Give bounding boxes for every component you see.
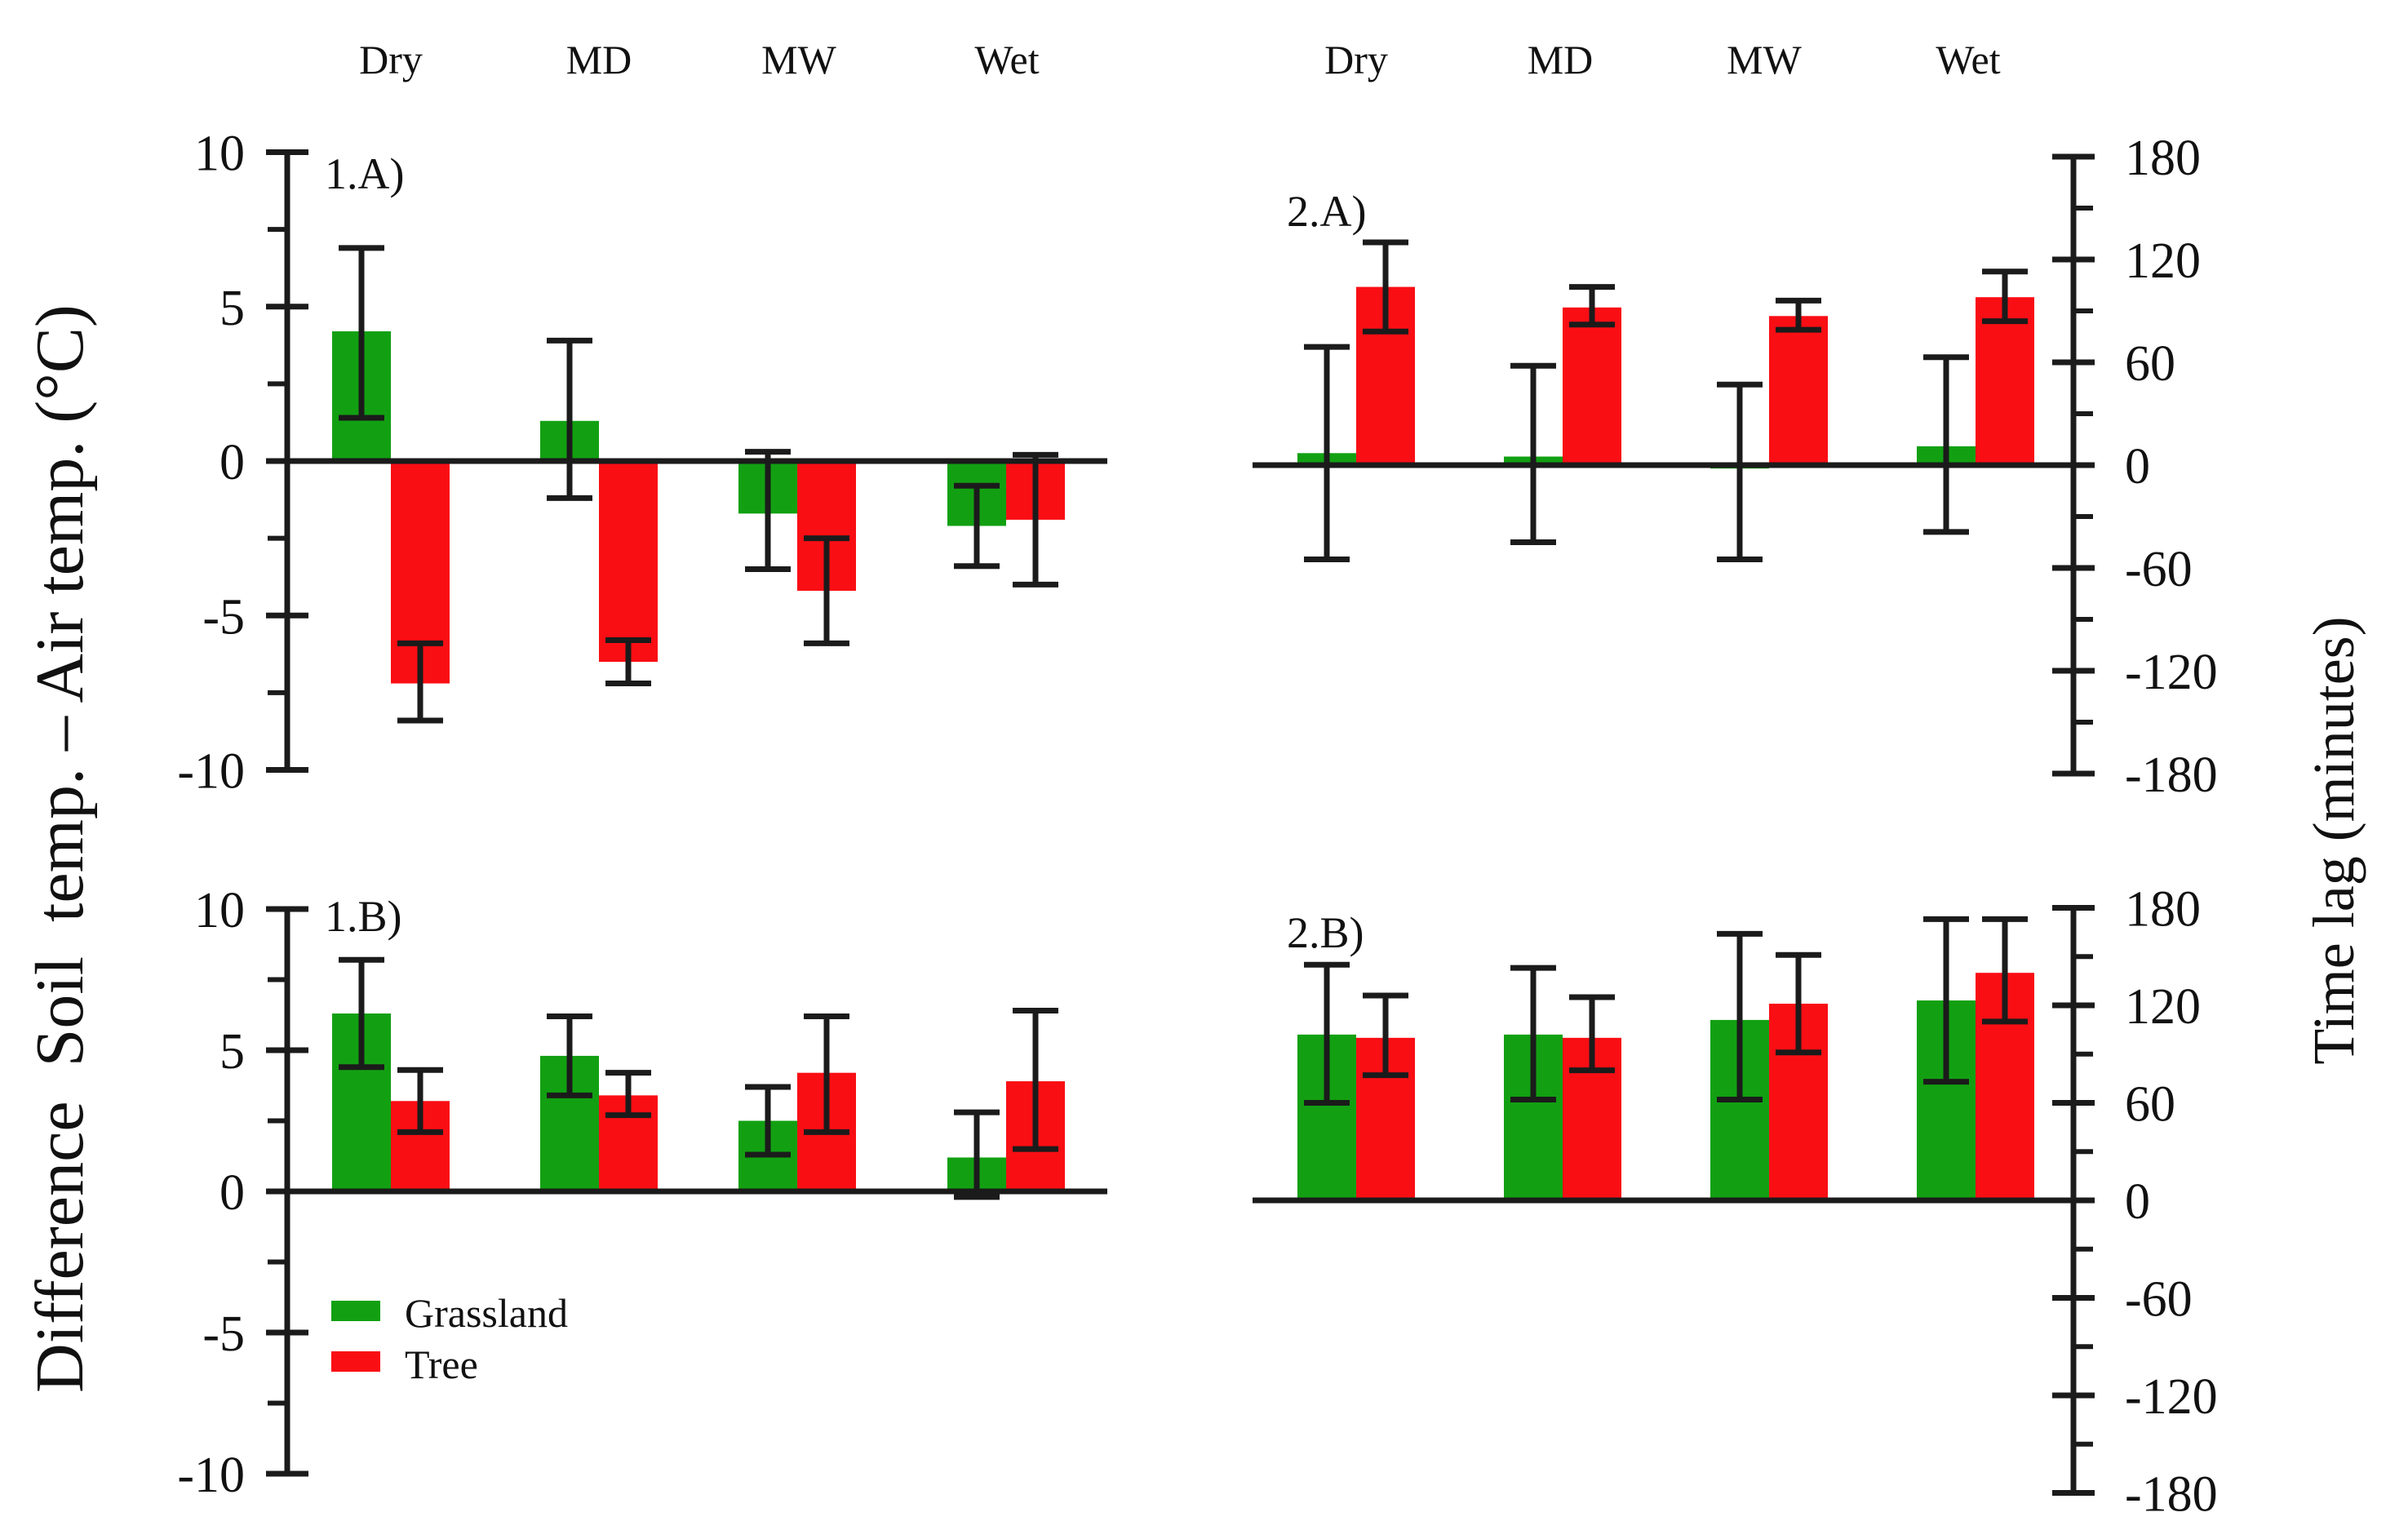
tick-label-2A--180: -180 bbox=[2125, 747, 2218, 803]
tick-label-2A-180: 180 bbox=[2125, 131, 2201, 186]
tick-label-1B-10: 10 bbox=[194, 883, 245, 938]
legend-label-tree: Tree bbox=[405, 1342, 478, 1387]
legend-swatch-grassland bbox=[331, 1301, 380, 1321]
tick-label-2A--120: -120 bbox=[2125, 645, 2218, 700]
tick-label-2A-0: 0 bbox=[2125, 439, 2150, 495]
y-axis-title-right: Time lag (minutes) bbox=[2301, 616, 2366, 1065]
tick-label-1B--5: -5 bbox=[202, 1306, 245, 1362]
bar-2A-tree-wet bbox=[1976, 297, 2034, 465]
tick-label-2B--120: -120 bbox=[2125, 1369, 2218, 1425]
legend-label-grassland: Grassland bbox=[405, 1290, 568, 1336]
category-label-dry-right: Dry bbox=[1324, 37, 1388, 82]
tick-label-2B--180: -180 bbox=[2125, 1467, 2218, 1523]
category-label-md-left: MD bbox=[565, 37, 632, 82]
panel-label-2a: 2.A) bbox=[1287, 187, 1367, 236]
bar-1A-tree-md bbox=[599, 461, 658, 663]
tick-label-1B--10: -10 bbox=[177, 1448, 245, 1503]
legend-swatch-tree bbox=[331, 1351, 380, 1372]
y-axis-title-left: Difference Soil temp. – Air temp. (°C) bbox=[22, 304, 98, 1393]
tick-label-2B-180: 180 bbox=[2125, 881, 2201, 937]
category-label-dry-left: Dry bbox=[359, 37, 423, 82]
tick-label-2B-0: 0 bbox=[2125, 1174, 2150, 1230]
bar-2A-tree-mw bbox=[1769, 316, 1828, 465]
category-label-wet-left: Wet bbox=[974, 37, 1040, 82]
tick-label-1A-10: 10 bbox=[194, 126, 245, 182]
tick-label-2B-60: 60 bbox=[2125, 1076, 2175, 1132]
panel-label-2b: 2.B) bbox=[1287, 908, 1364, 957]
panel-label-1b: 1.B) bbox=[325, 892, 402, 941]
category-label-wet-right: Wet bbox=[1936, 37, 2001, 82]
category-label-md-right: MD bbox=[1527, 37, 1594, 82]
tick-label-2A-60: 60 bbox=[2125, 336, 2175, 392]
tick-label-2B--60: -60 bbox=[2125, 1272, 2193, 1328]
tick-label-1A-5: 5 bbox=[220, 281, 245, 336]
tick-label-1B-0: 0 bbox=[220, 1165, 245, 1221]
tick-label-2B-120: 120 bbox=[2125, 979, 2201, 1035]
tick-label-2A--60: -60 bbox=[2125, 542, 2193, 597]
category-label-mw-right: MW bbox=[1727, 37, 1802, 82]
tick-label-1A-0: 0 bbox=[220, 435, 245, 490]
tick-label-1A--10: -10 bbox=[177, 744, 245, 800]
tick-label-1B-5: 5 bbox=[220, 1024, 245, 1080]
tick-label-2A-120: 120 bbox=[2125, 233, 2201, 289]
bar-2A-tree-md bbox=[1563, 307, 1621, 465]
panel-label-1a: 1.A) bbox=[325, 149, 405, 198]
category-label-mw-left: MW bbox=[761, 37, 836, 82]
tick-label-1A--5: -5 bbox=[202, 589, 245, 645]
